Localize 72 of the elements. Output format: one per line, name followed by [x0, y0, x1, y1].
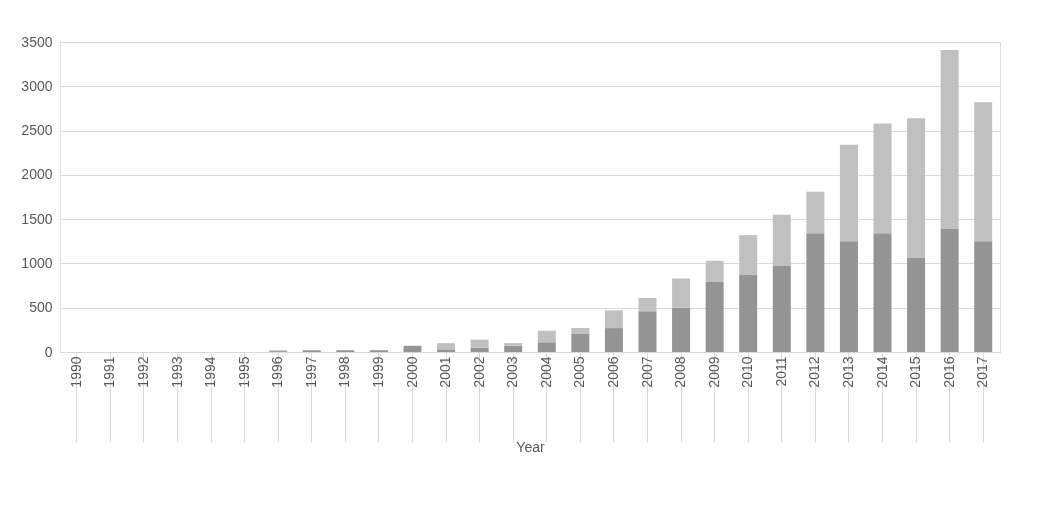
- x-tick-label: 1992: [134, 356, 151, 388]
- x-tick-label: 2016: [940, 356, 957, 388]
- bar: [571, 328, 590, 334]
- y-tick-label: 3000: [21, 77, 53, 94]
- bar: [672, 278, 691, 308]
- y-tick-label: 1500: [21, 210, 53, 227]
- bar: [772, 214, 791, 267]
- x-tick-label: 2015: [907, 356, 924, 388]
- x-tick-label: 1995: [235, 356, 252, 388]
- bar: [403, 345, 422, 352]
- x-axis-title: Year: [516, 439, 545, 455]
- bar: [537, 342, 556, 352]
- x-tick-label: 2012: [806, 356, 823, 388]
- x-tick-label: 2007: [638, 356, 655, 388]
- x-tick-label: 2010: [739, 356, 756, 388]
- bar: [470, 339, 489, 348]
- bar: [839, 144, 858, 242]
- x-tick-label: 2005: [571, 356, 588, 388]
- x-tick-label: 1991: [101, 356, 118, 388]
- bar: [974, 241, 993, 352]
- bar: [672, 307, 691, 352]
- x-tick-label: 2011: [772, 356, 789, 387]
- bar: [839, 241, 858, 352]
- x-tick-label: 2003: [504, 356, 521, 388]
- bar: [739, 235, 758, 275]
- x-tick-label: 2014: [873, 356, 890, 388]
- bar: [504, 343, 523, 346]
- x-tick-label: 2013: [839, 356, 856, 388]
- x-tick-label: 2006: [604, 356, 621, 388]
- bar: [873, 233, 892, 352]
- x-tick-label: 2000: [403, 356, 420, 388]
- bar: [437, 343, 456, 350]
- bar: [705, 282, 724, 352]
- x-tick-label: 1993: [168, 356, 185, 388]
- bar: [604, 328, 623, 352]
- bar: [907, 258, 926, 352]
- x-tick-label: 2017: [974, 356, 991, 388]
- bar: [705, 260, 724, 283]
- x-tick-label: 1994: [202, 356, 219, 388]
- x-tick-label: 2009: [705, 356, 722, 388]
- bar: [437, 349, 456, 352]
- bar: [504, 345, 523, 352]
- x-tick-label: 2001: [437, 356, 454, 388]
- bar: [974, 102, 993, 242]
- y-tick-label: 2500: [21, 122, 53, 139]
- bar: [638, 311, 657, 352]
- bar: [604, 310, 623, 329]
- bar: [571, 333, 590, 352]
- bar: [940, 49, 959, 229]
- x-tick-label: 1990: [67, 356, 84, 388]
- bar: [806, 191, 825, 234]
- x-tick-label: 1999: [369, 356, 386, 388]
- bar: [772, 266, 791, 352]
- y-tick-label: 1000: [21, 254, 53, 271]
- x-tick-label: 2002: [470, 356, 487, 388]
- x-tick-label: 2004: [537, 356, 554, 388]
- bar: [873, 123, 892, 234]
- x-tick-label: 1997: [302, 356, 319, 388]
- y-tick-label: 3500: [21, 33, 53, 50]
- bar: [537, 330, 556, 343]
- bar: [638, 297, 657, 312]
- x-tick-label: 1998: [336, 356, 353, 388]
- bar: [470, 347, 489, 352]
- bar: [907, 118, 926, 259]
- y-tick-label: 2000: [21, 166, 53, 183]
- y-tick-label: 0: [44, 343, 53, 360]
- x-tick-label: 2008: [672, 356, 689, 388]
- x-tick-label: 1996: [269, 356, 286, 388]
- bar: [940, 228, 959, 352]
- bar: [739, 274, 758, 352]
- y-tick-label: 500: [29, 299, 53, 316]
- bar: [806, 233, 825, 352]
